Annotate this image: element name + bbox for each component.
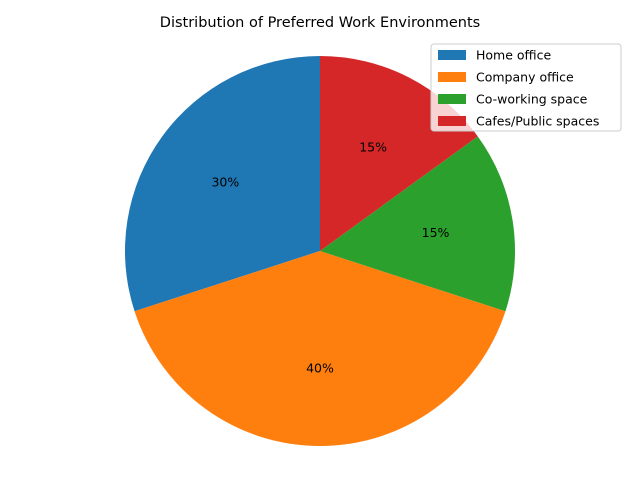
chart-title: Distribution of Preferred Work Environme…	[160, 15, 480, 31]
pie-percent-label-2: 40%	[306, 361, 334, 376]
pie-percent-label-1: 30%	[211, 175, 239, 190]
legend-label-1: Home office	[476, 48, 551, 63]
pie-slices	[124, 56, 515, 447]
legend-label-4: Cafes/Public spaces	[476, 114, 599, 129]
legend-swatch-4	[438, 116, 466, 126]
legend-label-3: Co-working space	[476, 92, 588, 107]
pie-slice-3	[320, 136, 515, 312]
legend: Home office Company office Co-working spac…	[430, 43, 622, 132]
pie-slice-2	[134, 251, 506, 447]
legend-swatch-1	[438, 50, 466, 60]
pie-slice-1	[124, 56, 320, 312]
pie-percent-label-3: 15%	[422, 225, 450, 240]
pie-percent-label-4: 15%	[359, 139, 387, 154]
legend-frame	[430, 43, 622, 132]
pie-percent-labels: 30% 40% 15% 15%	[211, 139, 449, 375]
legend-label-2: Company office	[476, 70, 574, 85]
legend-swatch-3	[438, 94, 466, 104]
legend-items: Home office Company office Co-working spac…	[438, 48, 599, 129]
legend-swatch-2	[438, 72, 466, 82]
